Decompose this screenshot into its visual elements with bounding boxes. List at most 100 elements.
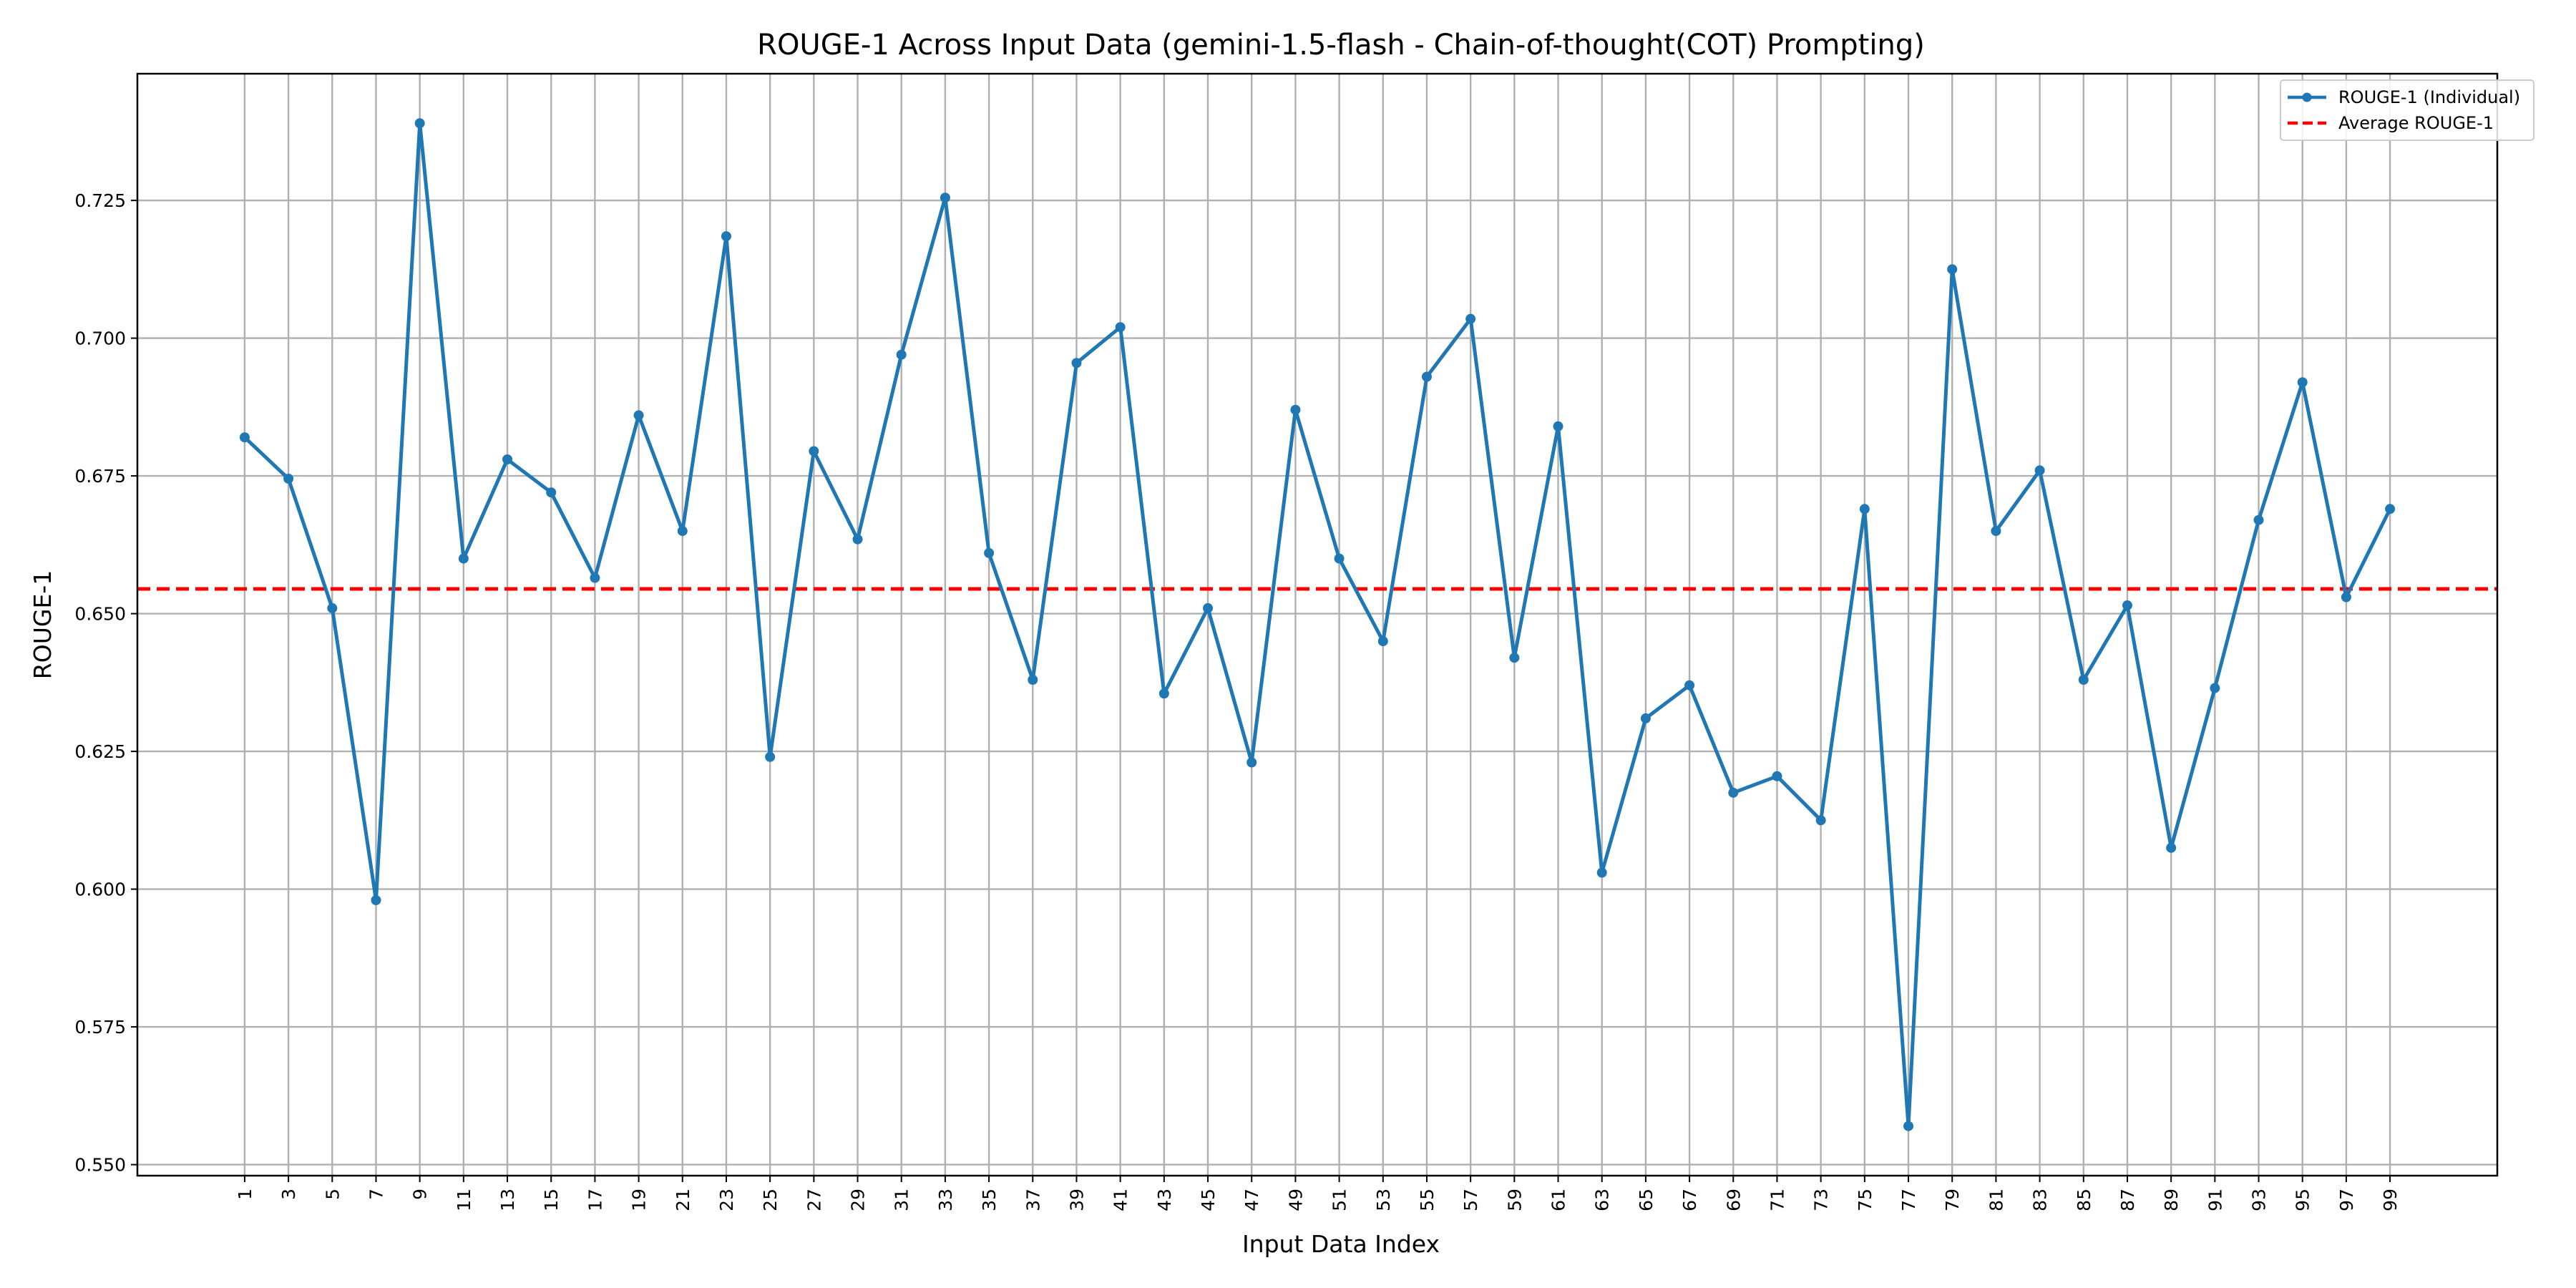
legend: ROUGE-1 (Individual) Average ROUGE-1 [2280, 79, 2534, 141]
x-tick-label: 43 [1154, 1189, 1175, 1211]
y-tick-label: 0.600 [74, 879, 126, 900]
y-tick-label: 0.625 [74, 741, 126, 762]
x-tick-label: 55 [1417, 1189, 1438, 1211]
x-tick-label: 39 [1066, 1189, 1087, 1211]
x-tick-label: 15 [541, 1189, 562, 1211]
y-tick-label: 0.650 [74, 604, 126, 625]
data-point [1028, 675, 1038, 685]
x-tick-label: 79 [1942, 1189, 1963, 1211]
legend-marker-swatch [2302, 92, 2312, 102]
x-tick-label: 29 [848, 1189, 869, 1211]
x-tick-label: 9 [410, 1189, 431, 1200]
x-tick-label: 41 [1111, 1189, 1131, 1211]
data-point [1728, 787, 1739, 798]
chart-title: ROUGE-1 Across Input Data (gemini-1.5-fl… [757, 29, 1925, 62]
x-tick-label: 1 [235, 1189, 255, 1200]
x-tick-label: 37 [1023, 1189, 1043, 1211]
data-point [1991, 526, 2001, 537]
x-tick-label: 13 [497, 1189, 518, 1211]
data-point [2166, 842, 2177, 853]
data-point [2385, 504, 2396, 514]
data-point [458, 553, 469, 564]
data-point [1246, 757, 1257, 768]
data-point [677, 526, 688, 537]
data-point [984, 547, 995, 558]
data-point [1071, 358, 1082, 369]
data-point [1596, 867, 1607, 878]
data-point [1465, 313, 1476, 324]
data-point [2253, 514, 2264, 525]
data-point [327, 602, 338, 613]
data-point [546, 487, 557, 498]
x-tick-label: 63 [1592, 1189, 1613, 1211]
data-point [414, 118, 425, 129]
data-point [809, 446, 819, 457]
x-tick-label: 87 [2117, 1189, 2138, 1211]
y-tick-label: 0.700 [74, 328, 126, 349]
data-point [1772, 771, 1782, 781]
x-axis-ticks: 1 3 5 7 9 11 13 15 17 19 21 23 25 27 29 31 33 35 37 39 41 43 4… [235, 1176, 2401, 1211]
y-tick-label: 0.550 [74, 1155, 126, 1176]
data-point [1509, 653, 1520, 663]
y-tick-label: 0.675 [74, 466, 126, 487]
x-tick-label: 17 [585, 1189, 605, 1211]
x-tick-label: 7 [366, 1189, 386, 1200]
x-tick-label: 93 [2249, 1189, 2270, 1211]
x-tick-label: 23 [716, 1189, 737, 1211]
x-tick-label: 53 [1373, 1189, 1394, 1211]
legend-label-individual: ROUGE-1 (Individual) [2338, 87, 2520, 107]
x-tick-label: 25 [760, 1189, 781, 1211]
series-line [243, 121, 2392, 1128]
x-tick-label: 35 [979, 1189, 1000, 1211]
data-point [2034, 465, 2045, 476]
x-tick-label: 89 [2161, 1189, 2182, 1211]
data-point [1158, 688, 1169, 699]
x-tick-label: 85 [2074, 1189, 2094, 1211]
data-point [2297, 377, 2308, 388]
data-point [1553, 421, 1563, 431]
x-tick-label: 61 [1548, 1189, 1569, 1211]
x-tick-label: 95 [2293, 1189, 2313, 1211]
data-point [1377, 636, 1388, 647]
data-point [1334, 553, 1345, 564]
x-tick-label: 71 [1767, 1189, 1787, 1211]
data-point [1815, 815, 1826, 826]
data-point [1859, 504, 1870, 514]
series-group [239, 118, 2396, 1131]
x-tick-label: 65 [1636, 1189, 1657, 1211]
data-point [1290, 404, 1301, 415]
x-tick-label: 75 [1855, 1189, 1875, 1211]
x-tick-label: 67 [1679, 1189, 1700, 1211]
x-axis-label: Input Data Index [1242, 1230, 1440, 1258]
x-tick-label: 97 [2336, 1189, 2357, 1211]
data-point [1903, 1121, 1914, 1131]
x-tick-label: 33 [935, 1189, 956, 1211]
data-point [765, 751, 776, 762]
x-tick-label: 83 [2030, 1189, 2051, 1211]
y-tick-label: 0.575 [74, 1017, 126, 1038]
x-tick-label: 11 [454, 1189, 474, 1211]
data-point [1115, 322, 1126, 333]
data-point [502, 454, 513, 464]
x-tick-label: 5 [322, 1189, 343, 1200]
data-point [1203, 602, 1214, 613]
x-tick-label: 57 [1460, 1189, 1481, 1211]
data-point [1947, 264, 1958, 275]
data-point [721, 231, 731, 242]
y-axis-ticks: 0.550 0.575 0.600 0.625 0.650 0.675 0.700 0.725 [74, 190, 137, 1176]
data-point [896, 349, 907, 360]
x-tick-label: 31 [892, 1189, 912, 1211]
data-point [1684, 680, 1695, 691]
x-tick-label: 3 [278, 1189, 299, 1200]
data-point [852, 534, 863, 545]
data-point [283, 473, 294, 484]
x-tick-label: 49 [1285, 1189, 1306, 1211]
data-point [2210, 683, 2220, 693]
data-point [2122, 600, 2132, 611]
data-point [1421, 371, 1432, 382]
data-point [590, 572, 600, 583]
x-tick-label: 51 [1330, 1189, 1350, 1211]
plot-area-frame [136, 72, 2499, 1177]
